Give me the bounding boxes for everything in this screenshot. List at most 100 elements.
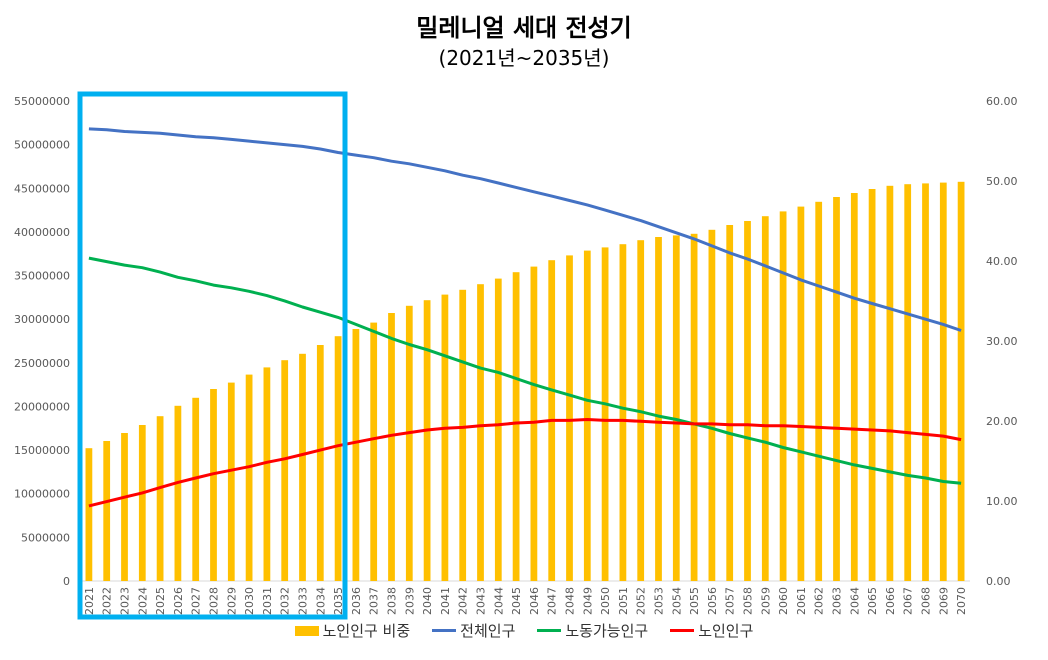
x-tick-label: 2044 <box>492 587 505 615</box>
y-left-tick-label: 5000000 <box>21 531 70 544</box>
x-tick-label: 2032 <box>279 587 292 615</box>
bar-elderly-ratio <box>939 182 947 581</box>
bar-elderly-ratio <box>850 193 858 581</box>
bar-elderly-ratio <box>85 448 93 581</box>
bar-elderly-ratio <box>316 345 324 581</box>
y-right-tick-label: 30.00 <box>986 335 1018 348</box>
x-tick-label: 2065 <box>866 587 879 615</box>
y-left-tick-label: 25000000 <box>14 357 70 370</box>
bar-elderly-ratio <box>761 216 769 581</box>
bar-elderly-ratio <box>405 305 413 581</box>
legend-item-elderly-population: 노인인구 <box>670 620 753 641</box>
legend-item-elderly-ratio: 노인인구 비중 <box>294 620 410 641</box>
line-working-population <box>88 256 962 485</box>
x-tick-label: 2022 <box>101 587 114 615</box>
y-left-tick-label: 15000000 <box>14 444 70 457</box>
x-tick-label: 2069 <box>937 587 950 615</box>
x-tick-label: 2048 <box>564 587 577 615</box>
bar-elderly-ratio <box>192 397 200 581</box>
y-left-tick-label: 35000000 <box>14 270 70 283</box>
line-elderly-population <box>88 418 962 508</box>
bar-elderly-ratio <box>210 389 217 581</box>
x-tick-label: 2023 <box>119 587 132 615</box>
x-tick-label: 2052 <box>635 587 648 615</box>
legend-label-total-population: 전체인구 <box>460 622 516 640</box>
bar-elderly-ratio <box>815 201 823 582</box>
x-tick-label: 2026 <box>172 587 185 615</box>
bar-elderly-ratio <box>174 405 182 581</box>
bar-elderly-ratio <box>583 250 591 581</box>
legend-swatch-elderly-population <box>670 629 695 632</box>
x-tick-label: 2040 <box>421 587 434 615</box>
y-right-tick-label: 10.00 <box>986 495 1018 508</box>
bar-elderly-ratio <box>245 374 253 581</box>
x-tick-label: 2058 <box>742 587 755 615</box>
y-left-tick-label: 30000000 <box>14 313 70 326</box>
y-right-tick-label: 40.00 <box>986 255 1018 268</box>
bar-elderly-ratio <box>886 185 894 582</box>
bar-elderly-ratio <box>388 313 395 581</box>
x-tick-label: 2046 <box>528 587 541 615</box>
x-tick-label: 2034 <box>314 587 327 615</box>
bar-elderly-ratio <box>744 221 751 581</box>
y-left-tick-label: 50000000 <box>14 139 70 152</box>
y-right-tick-label: 50.00 <box>986 175 1018 188</box>
x-tick-label: 2025 <box>154 587 167 615</box>
bar-elderly-ratio <box>477 284 484 581</box>
bar-elderly-ratio <box>423 300 431 581</box>
bar-elderly-ratio <box>121 433 128 581</box>
legend: 노인인구 비중 전체인구 노동가능인구 노인인구 <box>0 620 1048 641</box>
x-tick-label: 2062 <box>813 587 826 615</box>
legend-swatch-total-population <box>432 629 457 632</box>
bar-elderly-ratio <box>156 416 164 581</box>
bar-elderly-ratio <box>459 289 467 581</box>
x-tick-label: 2035 <box>332 587 345 615</box>
bar-elderly-ratio <box>530 266 538 581</box>
x-tick-label: 2045 <box>510 587 523 615</box>
x-tick-label: 2068 <box>920 587 933 615</box>
y-left-tick-label: 55000000 <box>14 95 70 108</box>
x-tick-label: 2043 <box>475 587 488 615</box>
x-tick-label: 2059 <box>759 587 772 615</box>
bar-elderly-ratio <box>619 244 627 581</box>
highlight-box <box>77 91 348 620</box>
bar-elderly-ratio <box>352 329 360 581</box>
bar-elderly-ratio <box>797 206 805 581</box>
x-tick-label: 2063 <box>831 587 844 615</box>
bar-elderly-ratio <box>103 441 111 581</box>
bar-elderly-ratio <box>299 353 306 581</box>
bar-elderly-ratio <box>441 294 449 581</box>
x-tick-label: 2061 <box>795 587 808 615</box>
bar-elderly-ratio <box>957 181 965 582</box>
bar-elderly-ratio <box>868 189 876 581</box>
x-tick-label: 2037 <box>368 587 381 615</box>
x-tick-label: 2055 <box>688 587 701 615</box>
bar-elderly-ratio <box>672 235 680 581</box>
bar-elderly-ratio <box>779 211 787 581</box>
x-tick-label: 2060 <box>777 587 790 615</box>
x-tick-label: 2057 <box>724 587 737 615</box>
y-left-tick-label: 10000000 <box>14 488 70 501</box>
y-left-tick-label: 40000000 <box>14 226 70 239</box>
y-right-tick-label: 20.00 <box>986 415 1018 428</box>
y-left-tick-label: 20000000 <box>14 400 70 413</box>
x-tick-label: 2067 <box>902 587 915 615</box>
x-tick-label: 2030 <box>243 587 256 615</box>
x-tick-label: 2039 <box>403 587 416 615</box>
x-tick-label: 2056 <box>706 587 719 615</box>
bar-elderly-ratio <box>566 255 573 581</box>
bar-elderly-ratio <box>690 233 698 582</box>
x-tick-label: 2041 <box>439 587 452 615</box>
bar-elderly-ratio <box>833 197 840 581</box>
x-tick-label: 2038 <box>386 587 399 615</box>
x-tick-label: 2021 <box>83 587 96 615</box>
bar-elderly-ratio <box>263 367 271 581</box>
legend-swatch-working-population <box>537 629 562 632</box>
x-tick-label: 2047 <box>546 587 559 615</box>
x-tick-label: 2070 <box>955 587 968 615</box>
bar-elderly-ratio <box>655 237 662 581</box>
bar-elderly-ratio <box>494 278 502 581</box>
bar-elderly-ratio <box>227 382 235 581</box>
y-right-tick-label: 0.00 <box>986 575 1011 588</box>
x-tick-label: 2031 <box>261 587 274 615</box>
